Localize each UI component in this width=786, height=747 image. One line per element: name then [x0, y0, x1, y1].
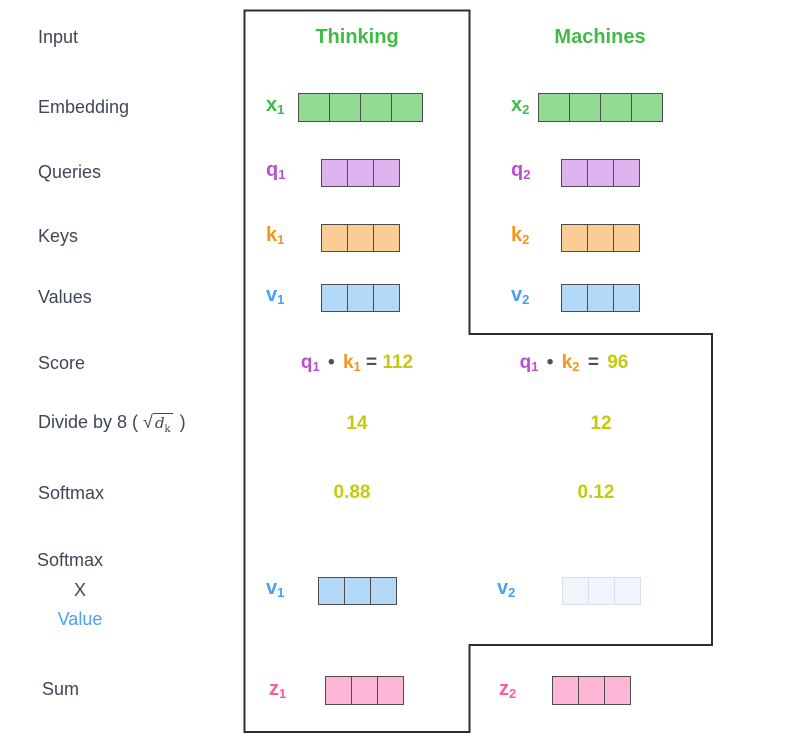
k1-vector — [321, 224, 400, 252]
vector-cell — [326, 677, 351, 704]
row-label-divide: Divide by 8 (√ dk) — [38, 412, 186, 435]
vector-cell — [604, 677, 630, 704]
score-thinking: q1 • k1 = 112 — [301, 352, 413, 374]
k2-label: k2 — [511, 224, 530, 247]
column-header-thinking: Thinking — [315, 26, 399, 48]
dot-product-icon: • — [546, 352, 554, 373]
vector-cell — [553, 677, 578, 704]
vector-cell — [631, 94, 662, 121]
vector-cell — [299, 94, 329, 121]
score1-q: q1 — [300, 352, 320, 374]
dot-product-icon: • — [328, 352, 335, 373]
sqrt-icon: √ — [143, 412, 153, 432]
vector-cell — [578, 677, 604, 704]
vector-cell — [613, 285, 639, 311]
v1-weighted-label: v1 — [266, 577, 285, 600]
z1-vector — [325, 676, 404, 705]
vector-cell — [347, 160, 373, 186]
z1-label: z1 — [269, 678, 287, 701]
x2-vector — [538, 93, 663, 122]
vector-cell — [329, 94, 360, 121]
x1-label: x1 — [266, 94, 285, 117]
vector-cell — [613, 160, 639, 186]
vector-cell — [600, 94, 631, 121]
row-label-keys: Keys — [38, 226, 79, 246]
row-label-softmax: Softmax — [38, 483, 105, 503]
divide-value-machines: 12 — [590, 413, 612, 434]
sxv-softmax: Softmax — [37, 550, 104, 570]
row-label-sum: Sum — [42, 679, 80, 699]
vector-cell — [319, 578, 344, 604]
vector-cell — [587, 225, 613, 251]
vector-cell — [563, 578, 588, 604]
v2-vector — [561, 284, 640, 312]
vector-cell — [587, 160, 613, 186]
v1-label: v1 — [266, 284, 285, 307]
vector-cell — [347, 225, 373, 251]
score-machines: q1 • k2 = 96 — [520, 352, 629, 374]
z2-label: z2 — [499, 678, 517, 701]
vector-cell — [373, 160, 399, 186]
vector-cell — [351, 677, 377, 704]
row-label-score: Score — [38, 353, 86, 373]
q2-vector — [561, 159, 640, 187]
vector-cell — [391, 94, 422, 121]
vector-cell — [613, 225, 639, 251]
v2-label: v2 — [511, 284, 530, 307]
score1-equals: = — [366, 352, 378, 373]
vector-cell — [344, 578, 370, 604]
row-label-embedding: Embedding — [38, 97, 130, 117]
vector-cell — [569, 94, 600, 121]
row-label-input: Input — [38, 27, 79, 47]
vector-cell — [377, 677, 403, 704]
x1-vector — [298, 93, 423, 122]
q2-label: q2 — [511, 159, 531, 182]
x2-label: x2 — [511, 94, 530, 117]
v1-weighted-vector — [318, 577, 397, 605]
vector-cell — [373, 225, 399, 251]
vector-cell — [588, 578, 614, 604]
vector-cell — [322, 160, 347, 186]
column-header-machines: Machines — [554, 26, 646, 48]
z2-vector — [552, 676, 631, 705]
vector-cell — [373, 285, 399, 311]
vector-cell — [347, 285, 373, 311]
q1-label: q1 — [266, 159, 286, 182]
softmax-value-thinking: 0.88 — [333, 482, 371, 503]
sqrt-radicand: dk — [152, 413, 173, 435]
score2-equals: = — [587, 352, 599, 373]
vector-cell — [322, 285, 347, 311]
vector-cell — [614, 578, 640, 604]
v1-vector — [321, 284, 400, 312]
vector-cell — [587, 285, 613, 311]
vector-cell — [562, 160, 587, 186]
row-label-queries: Queries — [38, 162, 102, 182]
v2-weighted-vector-faded — [562, 577, 641, 605]
vector-cell — [360, 94, 391, 121]
divide-prefix: Divide by 8 ( — [38, 412, 139, 432]
sxv-x: X — [73, 580, 86, 600]
divide-suffix: ) — [179, 412, 186, 432]
softmax-value-machines: 0.12 — [577, 482, 615, 503]
score2-value: 96 — [607, 352, 629, 373]
score1-value: 112 — [382, 352, 414, 373]
vector-cell — [562, 285, 587, 311]
row-label-values: Values — [38, 287, 92, 307]
divide-value-thinking: 14 — [346, 413, 368, 434]
k2-vector — [561, 224, 640, 252]
score1-k: k1 — [342, 352, 361, 374]
vector-cell — [370, 578, 396, 604]
vector-cell — [539, 94, 569, 121]
vector-cell — [562, 225, 587, 251]
sxv-value: Value — [57, 609, 103, 629]
vector-cell — [322, 225, 347, 251]
score2-k: k2 — [561, 352, 580, 374]
v2-weighted-label: v2 — [497, 577, 516, 600]
score2-q: q1 — [519, 352, 539, 374]
k1-label: k1 — [266, 224, 285, 247]
row-label-softmax-x-value: Softmax X Value — [37, 550, 123, 630]
q1-vector — [321, 159, 400, 187]
